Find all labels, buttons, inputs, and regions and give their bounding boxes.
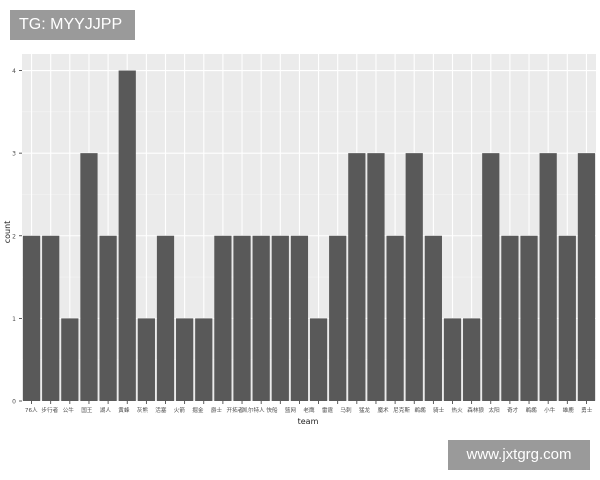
y-axis-ticks: 0 1 2 3 4 — [12, 68, 22, 406]
bar — [214, 235, 232, 401]
x-tick-label: 森林狼 — [467, 406, 484, 414]
bar — [348, 153, 366, 401]
bar — [386, 235, 404, 401]
y-axis-label: count — [3, 221, 12, 244]
x-tick-label: 快船 — [266, 406, 278, 414]
bar — [156, 235, 175, 401]
bar — [329, 235, 347, 401]
y-tick-label: 4 — [12, 68, 16, 75]
x-tick-label: 鹈鹕 — [526, 406, 538, 414]
x-tick-label: 老鹰 — [303, 406, 315, 414]
x-tick-label: 黄蜂 — [118, 406, 130, 414]
x-tick-label: 尼克斯 — [393, 406, 410, 414]
y-tick-label: 1 — [12, 316, 16, 323]
bar — [22, 235, 41, 401]
bar — [195, 318, 213, 401]
bar — [271, 235, 289, 401]
bar — [443, 318, 462, 401]
x-tick-label: 爵士 — [211, 406, 223, 414]
x-axis-ticks: 76人 步行者 公牛 国王 湖人 黄蜂 灰熊 活塞 火箭 掘金 爵士 开拓者凯尔特人 快船 篮网 老鹰 雷霆马… — [25, 401, 593, 414]
x-tick-label: 掘金 — [192, 406, 204, 414]
x-tick-label: 魔术 — [377, 406, 389, 414]
bar — [61, 318, 79, 401]
bar — [118, 70, 136, 402]
bar — [309, 318, 328, 401]
x-axis-label: team — [298, 417, 319, 426]
x-tick-label: 热火 — [452, 406, 464, 414]
bar — [80, 153, 98, 401]
x-tick-label: 开拓者 — [227, 406, 244, 414]
bar — [99, 235, 117, 401]
bar — [520, 235, 538, 401]
bar — [367, 153, 385, 401]
x-tick-label: 猛龙 — [359, 406, 371, 414]
x-tick-label: 篮网 — [285, 406, 297, 414]
bar — [252, 235, 270, 401]
x-tick-label: 骑士 — [433, 406, 445, 414]
bar — [42, 235, 60, 401]
x-tick-label: 火箭 — [174, 406, 186, 414]
watermark-top: TG: MYYJJPP — [10, 10, 135, 40]
bar — [463, 318, 481, 401]
bar — [233, 235, 251, 401]
x-tick-label: 凯尔特人 — [242, 406, 265, 414]
bar — [501, 235, 519, 401]
bar — [290, 235, 309, 401]
bars — [22, 70, 596, 402]
bar — [577, 153, 596, 401]
x-tick-label: 76人 — [25, 407, 38, 414]
x-tick-label: 公牛 — [63, 406, 75, 414]
x-tick-label: 雷霆 — [322, 407, 334, 414]
bar — [558, 235, 576, 401]
x-tick-label: 步行者 — [41, 406, 58, 414]
y-tick-label: 0 — [12, 399, 16, 406]
bar — [539, 153, 557, 401]
bar — [405, 153, 423, 401]
x-tick-label: 湖人 — [100, 406, 112, 414]
bar — [137, 318, 155, 401]
bar — [176, 318, 194, 401]
bar — [424, 235, 442, 401]
x-tick-label: 马刺 — [340, 406, 352, 414]
x-tick-label: 活塞 — [155, 406, 167, 414]
bar — [482, 153, 500, 401]
x-tick-label: 奇才 — [507, 406, 519, 414]
y-tick-label: 2 — [12, 233, 16, 240]
x-tick-label: 小牛 — [544, 406, 556, 414]
y-tick-label: 3 — [12, 151, 16, 158]
x-tick-label: 鹈鹕 — [414, 406, 426, 414]
x-tick-label: 雄鹿 — [563, 406, 575, 414]
x-tick-label: 灰熊 — [137, 406, 149, 414]
watermark-bottom: www.jxtgrg.com — [448, 440, 590, 470]
x-tick-label: 太阳 — [489, 406, 501, 414]
x-tick-label: 国王 — [81, 407, 93, 414]
x-tick-label: 勇士 — [581, 406, 593, 414]
